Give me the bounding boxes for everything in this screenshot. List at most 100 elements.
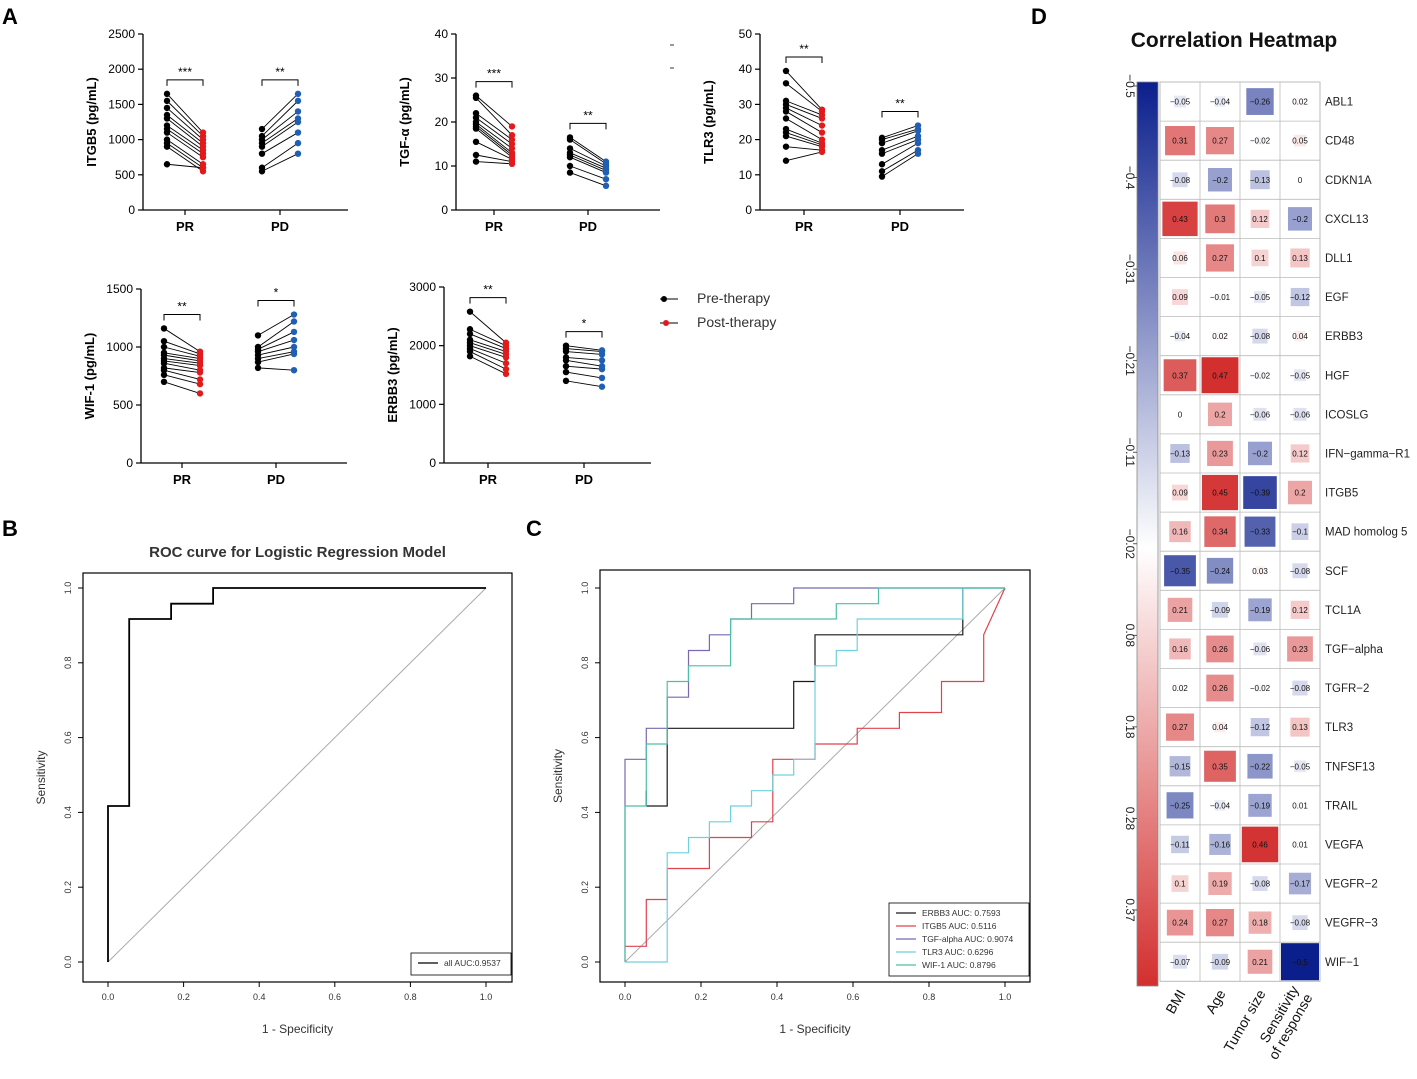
heatmap-row-label: ICOSLG [1325, 409, 1369, 421]
heatmap-cell-value: −0.09 [1210, 958, 1231, 967]
heatmap-cell [1295, 840, 1305, 849]
legend-post-dot [663, 320, 669, 326]
x-tick-label: PR [479, 472, 498, 487]
heatmap-cell-value: −0.05 [1170, 98, 1191, 107]
y-tick-label: 0 [128, 203, 135, 217]
y-axis-label: ITGB5 (pg/mL) [84, 77, 99, 167]
post-point [290, 311, 298, 318]
pair-line [469, 351, 507, 370]
heatmap-cell-value: −0.26 [1250, 98, 1271, 107]
pair-line [166, 139, 204, 165]
y-tick-label: 0.4 [580, 806, 590, 819]
heatmap-cell [1172, 172, 1188, 188]
chart-wif1: 0 500 1000 1500 WIF-1 (pg/mL) PR ** PD * [82, 282, 347, 487]
x-tick-label: 0.8 [923, 992, 936, 1002]
y-axis-label: Sensitivity [34, 750, 48, 804]
post-point [294, 118, 302, 126]
pair-line [469, 333, 507, 350]
pre-point [562, 363, 570, 370]
pair-line [569, 139, 607, 165]
heatmap-cell-value: −0.19 [1250, 606, 1271, 615]
pair-line [785, 107, 823, 126]
pre-point [878, 150, 886, 157]
pair-line [565, 356, 603, 361]
post-point [290, 343, 298, 351]
pair-line [565, 380, 603, 388]
pair-line [166, 142, 204, 169]
x-tick-label: PD [271, 219, 289, 234]
heatmap-cell [1255, 136, 1265, 145]
heatmap-cell-value: 0.01 [1292, 801, 1308, 810]
heatmap-row-label: WIF−1 [1325, 957, 1359, 969]
heatmap-row-label: VEGFR−3 [1325, 918, 1378, 930]
heatmap-cell [1246, 88, 1274, 115]
pair-line [475, 112, 513, 140]
pair-line [475, 154, 513, 163]
colorbar-tick-label: −0.11 [1123, 437, 1137, 467]
pre-point [472, 125, 480, 132]
heatmap-cell-value: −0.2 [1212, 176, 1228, 185]
heatmap-cell [1169, 521, 1191, 543]
y-tick-label: 1500 [108, 97, 135, 111]
y-tick-label: 0.4 [63, 806, 73, 819]
pre-point [782, 108, 790, 115]
roc-curve-wif-1 [624, 587, 1005, 962]
heatmap-cell-value: −0.07 [1170, 958, 1191, 967]
pair-line [785, 103, 823, 119]
colorbar-tick-label: 0.18 [1123, 715, 1137, 739]
post-point [508, 140, 516, 148]
x-tick-label: 0.2 [695, 992, 708, 1002]
heatmap-row-label: CD48 [1325, 136, 1354, 148]
pre-point [472, 138, 480, 145]
pair-line [785, 128, 823, 144]
post-point [294, 129, 302, 136]
chart-heatmap: Correlation Heatmap −0.05 −0.04 −0.26 0.02 AB… [1123, 29, 1410, 1062]
post-point [502, 354, 510, 361]
heatmap-title: Correlation Heatmap [1131, 29, 1338, 52]
heatmap-cell-value: −0.02 [1250, 137, 1271, 146]
heatmap-cell-value: −0.08 [1290, 919, 1311, 928]
pair-line [163, 362, 201, 371]
heatmap-row-label: CXCL13 [1325, 214, 1368, 226]
post-point [598, 374, 606, 382]
pair-line [163, 352, 201, 360]
colorbar-tick-label: 0.28 [1123, 807, 1137, 831]
legend-pre-label: Pre-therapy [697, 290, 770, 306]
post-point [294, 150, 302, 157]
legend-label-itgb5: ITGB5 AUC: 0.5116 [922, 921, 997, 931]
heatmap-cell [1207, 168, 1233, 192]
pair-line [475, 126, 513, 156]
y-tick-label: 500 [113, 398, 133, 412]
pre-point [258, 168, 266, 175]
pair-line [166, 93, 204, 133]
heatmap-cell [1214, 96, 1226, 107]
column-label-line: Tumor size [1220, 987, 1268, 1055]
heatmap-cell-value: −0.08 [1250, 880, 1271, 889]
heatmap-cell [1252, 876, 1268, 891]
y-tick-label: 0.2 [63, 881, 73, 894]
heatmap-cell-value: 0.26 [1212, 684, 1228, 693]
legend-label-tgf-alpha: TGF-alpha AUC: 0.9074 [922, 934, 1013, 944]
y-tick-label: 2500 [108, 27, 135, 41]
y-tick-label: 0 [429, 456, 436, 470]
significance-label: ** [483, 283, 493, 297]
legend-label-all: all AUC:0.9537 [444, 958, 501, 968]
pair-line [257, 339, 295, 353]
heatmap-cell-value: −0.1 [1292, 528, 1308, 537]
heatmap-cell-value: 0 [1298, 176, 1303, 185]
y-tick-label: 0.8 [63, 657, 73, 670]
x-tick-label: PR [485, 219, 504, 234]
colorbar-tick-label: −0.21 [1123, 345, 1137, 376]
heatmap-cell-value: 0.23 [1212, 449, 1228, 458]
heatmap-cell [1293, 369, 1307, 382]
heatmap-cell [1250, 718, 1270, 737]
heatmap-cell [1207, 440, 1233, 467]
heatmap-cell [1215, 332, 1225, 341]
heatmap-cell [1247, 441, 1273, 466]
y-tick-label: 0.0 [580, 956, 590, 969]
post-point [914, 127, 922, 134]
heatmap-cell [1173, 95, 1187, 108]
chart-erbb3: 0 1000 2000 3000 ERBB3 (pg/mL) PR ** PD * [385, 280, 651, 487]
heatmap-cell-value: −0.02 [1250, 684, 1271, 693]
heatmap-cell-value: 0.1 [1254, 254, 1266, 263]
